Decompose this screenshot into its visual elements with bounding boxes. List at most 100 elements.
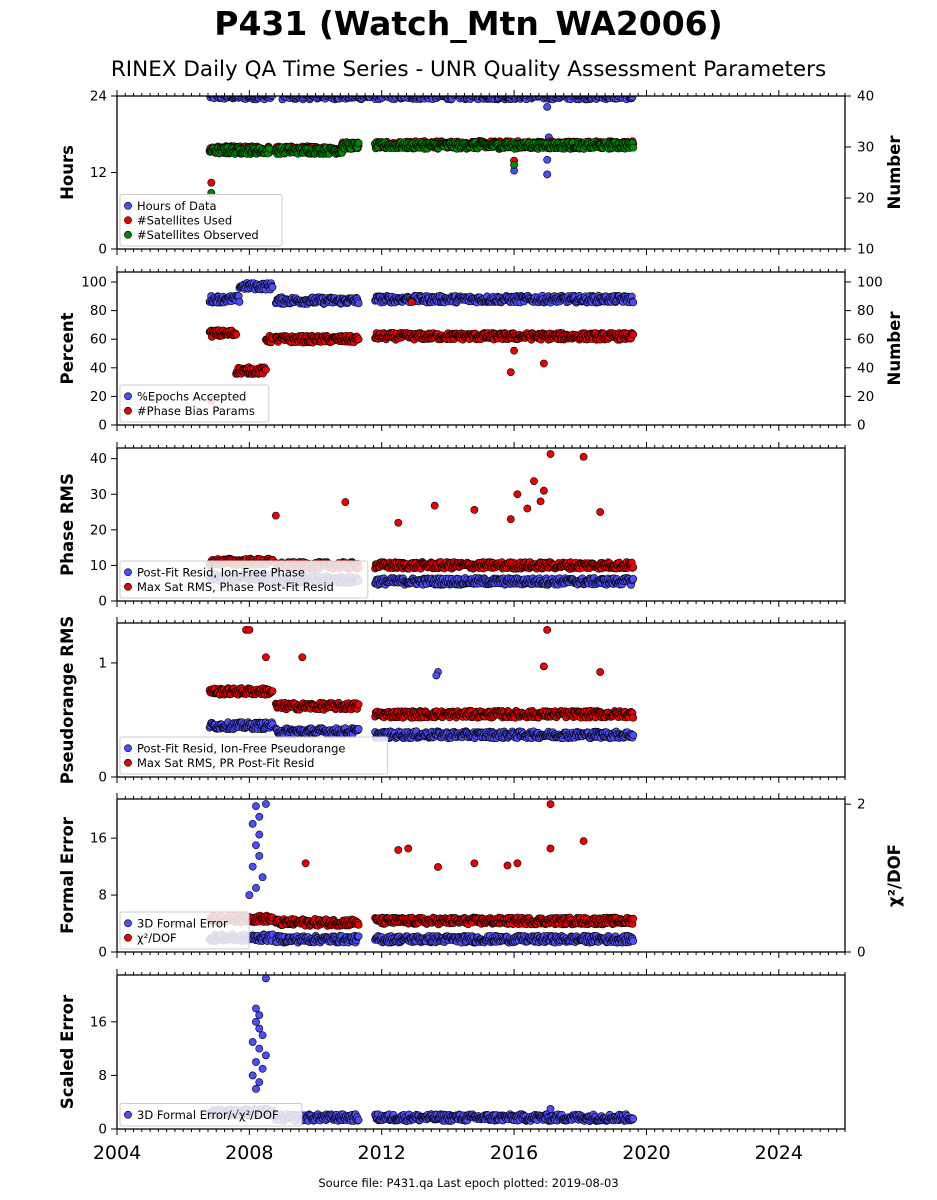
data-point [535, 96, 540, 97]
data-point [543, 102, 552, 111]
panel-2: 0 20 40 60 80 100 0 20 40 60 80 100 Percent Number %Ep… [58, 266, 904, 434]
y-tick-label: 0 [98, 594, 107, 610]
data-point [437, 96, 443, 97]
data-point [466, 96, 471, 97]
data-point [626, 96, 630, 97]
data-point [513, 490, 522, 499]
data-point [235, 298, 244, 306]
y-tick-label: 40 [90, 451, 107, 467]
data-point [579, 452, 588, 461]
data-point [629, 563, 638, 572]
data-point [628, 96, 637, 101]
data-point [376, 96, 381, 97]
data-point [394, 518, 403, 527]
legend-marker [124, 392, 132, 401]
data-point [539, 359, 548, 368]
series-layer [205, 625, 638, 743]
data-point [543, 155, 552, 164]
legend-marker [124, 406, 132, 415]
legend: Hours of Data#Satellites Used#Satellites… [119, 194, 283, 247]
legend-label: Post-Fit Resid, Ion-Free Phase [137, 565, 305, 579]
data-point [450, 96, 455, 97]
y2-tick-label: 80 [857, 303, 874, 319]
series-2 [205, 450, 638, 573]
panel-3: 0 10 20 30 40 Phase RMS Post-Fit Resid, Ion-Fr… [58, 442, 846, 610]
data-point [209, 96, 214, 97]
y2-tick-label: 20 [857, 191, 874, 207]
data-point [232, 330, 241, 339]
legend-marker [124, 201, 132, 210]
data-point [207, 178, 216, 187]
data-point [543, 170, 552, 179]
y-tick-label: 0 [98, 770, 107, 786]
data-point [471, 96, 476, 97]
y-tick-label: 40 [90, 360, 107, 376]
data-point [265, 144, 274, 153]
series-1 [205, 96, 637, 179]
page-subtitle: RINEX Daily QA Time Series - UNR Quality… [110, 57, 827, 82]
y2-tick-label: 40 [857, 360, 874, 376]
data-point [407, 298, 416, 306]
y-tick-label: 10 [90, 558, 107, 574]
y-axis-label: Hours [58, 145, 77, 200]
y-tick-label: 60 [90, 332, 107, 348]
data-point [271, 511, 280, 520]
y-tick-label: 100 [81, 275, 107, 291]
data-point [523, 504, 532, 513]
y2-tick-label: 40 [857, 89, 874, 105]
legend: %Epochs Accepted#Phase Bias Params [119, 384, 270, 423]
legend-label: #Phase Bias Params [137, 404, 255, 418]
data-point [510, 160, 518, 169]
data-point [629, 143, 638, 152]
data-point [304, 96, 309, 97]
y-tick-label: 20 [90, 389, 107, 405]
data-point [430, 501, 439, 510]
data-point [539, 486, 548, 495]
legend-label: #Satellites Observed [137, 228, 259, 242]
page-title: P431 (Watch_Mtn_WA2006) [214, 4, 723, 43]
y-tick-label: 1 [98, 655, 107, 671]
legend-marker [124, 568, 132, 577]
y2-tick-label: 30 [857, 140, 874, 156]
data-point [452, 96, 457, 97]
data-point [354, 139, 363, 147]
data-point [268, 283, 277, 292]
y2-tick-label: 20 [857, 389, 874, 405]
data-point [346, 96, 351, 97]
data-point [455, 96, 460, 97]
series-layer [205, 96, 638, 197]
data-point [629, 298, 638, 307]
data-point [506, 515, 515, 524]
y2-tick-label: 0 [857, 418, 866, 434]
legend-marker [124, 216, 132, 225]
data-point [354, 725, 363, 733]
data-point [540, 96, 545, 97]
y2-tick-label: 10 [857, 242, 874, 258]
y-axis-label: Percent [58, 312, 77, 384]
data-point [341, 498, 350, 506]
series-3 [205, 138, 638, 197]
y-axis-label: Phase RMS [58, 473, 77, 576]
data-point [596, 508, 605, 516]
data-point [262, 365, 270, 374]
data-point [382, 96, 387, 97]
data-point [506, 368, 515, 376]
data-point [510, 346, 518, 355]
data-point [354, 299, 363, 308]
series-2 [205, 298, 638, 405]
y-tick-label: 0 [98, 242, 107, 258]
y2-tick-label: 60 [857, 332, 874, 348]
series-layer [205, 279, 638, 405]
y-tick-label: 20 [90, 522, 107, 538]
data-point [546, 450, 555, 458]
data-point [536, 497, 545, 506]
data-point [629, 330, 638, 339]
data-point [530, 477, 538, 485]
data-point [268, 96, 277, 100]
series-1 [205, 668, 638, 743]
data-point [516, 96, 522, 97]
